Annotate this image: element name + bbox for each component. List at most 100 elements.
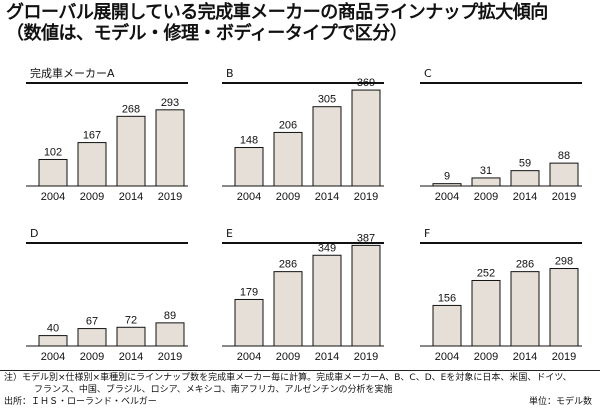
tick-label: 2014: [119, 191, 143, 203]
value-label: 387: [357, 232, 375, 244]
chart-panel: D 40 2004 67 2009 72 2014 89 2019: [26, 218, 188, 363]
chart-svg: D 40 2004 67 2009 72 2014 89 2019: [26, 227, 188, 363]
bar: [471, 279, 501, 347]
value-label: 156: [438, 292, 456, 304]
chart-panel: F 156 2004 252 2009 286 2014 298 2019: [420, 218, 582, 363]
bar: [38, 158, 68, 187]
tick-label: 2009: [474, 351, 498, 363]
bar: [351, 89, 381, 187]
panel-title: F: [424, 227, 430, 240]
tick-label: 2019: [552, 351, 576, 363]
tick-label: 2009: [80, 351, 104, 363]
bar: [77, 328, 107, 347]
notes-divider: [0, 370, 600, 371]
title-line-1: グローバル展開している完成車メーカーの商品ラインナップ拡大傾向: [6, 2, 548, 23]
value-label: 67: [86, 316, 98, 328]
value-label: 9: [444, 171, 450, 183]
tick-label: 2014: [513, 191, 537, 203]
chart-panel: C 9 2004 31 2009 59 2014 88 2019: [420, 58, 582, 203]
panel-title: D: [30, 227, 38, 240]
panel-title: C: [424, 67, 432, 80]
chart-svg: C 9 2004 31 2009 59 2014 88 2019: [420, 67, 582, 203]
bar: [510, 271, 540, 347]
value-label: 293: [161, 97, 179, 109]
value-label: 286: [516, 259, 534, 271]
value-label: 72: [125, 314, 137, 326]
chart-svg: 完成車メーカーA 102 2004 167 2009 268 2014 293 2019: [26, 66, 188, 203]
note-line-1: 注）モデル別×仕様別×車種別にラインナップ数を完成車メーカー毎に計算。完成車メー…: [4, 373, 572, 383]
value-label: 89: [164, 310, 176, 322]
panel-title: 完成車メーカーA: [30, 66, 115, 80]
tick-label: 2019: [552, 191, 576, 203]
value-label: 206: [279, 119, 297, 131]
tick-label: 2014: [315, 191, 339, 203]
bar: [234, 298, 264, 347]
unit-label: 単位：モデル数: [528, 397, 592, 407]
footnotes: 注）モデル別×仕様別×車種別にラインナップ数を完成車メーカー毎に計算。完成車メー…: [4, 372, 596, 408]
value-label: 59: [519, 158, 531, 170]
tick-label: 2004: [41, 191, 65, 203]
tick-label: 2019: [158, 191, 182, 203]
bar: [312, 254, 342, 347]
chart-svg: B 148 2004 206 2009 305 2014 369 2019: [222, 67, 384, 203]
chart-grid: 完成車メーカーA 102 2004 167 2009 268 2014 293 2019 B 14…: [0, 58, 600, 370]
value-label: 252: [477, 267, 495, 279]
bar: [510, 170, 540, 187]
tick-label: 2014: [119, 351, 143, 363]
bar: [116, 115, 146, 187]
bar: [234, 147, 264, 187]
source-line: 出所：ＩＨＳ・ローランド・ベルガー: [4, 397, 157, 407]
bar: [432, 304, 462, 347]
bar: [273, 271, 303, 347]
tick-label: 2009: [474, 191, 498, 203]
bar: [351, 244, 381, 347]
tick-label: 2019: [354, 191, 378, 203]
tick-label: 2004: [435, 191, 459, 203]
value-label: 286: [279, 259, 297, 271]
bar: [471, 177, 501, 187]
value-label: 167: [83, 130, 101, 142]
bar: [116, 326, 146, 347]
bar: [155, 322, 185, 347]
chart-panel: E 179 2004 286 2009 349 2014 387 2019: [222, 218, 384, 363]
bar: [38, 335, 68, 347]
value-label: 148: [240, 135, 258, 147]
bar: [312, 106, 342, 187]
value-label: 268: [122, 103, 140, 115]
value-label: 88: [558, 150, 570, 162]
tick-label: 2009: [276, 191, 300, 203]
bar: [77, 142, 107, 187]
value-label: 349: [318, 242, 336, 254]
tick-label: 2014: [513, 351, 537, 363]
value-label: 179: [240, 286, 258, 298]
chart-panel: 完成車メーカーA 102 2004 167 2009 268 2014 293 2019: [26, 58, 188, 203]
tick-label: 2004: [41, 351, 65, 363]
value-label: 102: [44, 146, 62, 158]
title-line-2: （数値は、モデル・修理・ボディータイプで区分）: [6, 23, 408, 44]
bar: [432, 183, 462, 187]
bar: [273, 131, 303, 187]
tick-label: 2014: [315, 351, 339, 363]
value-label: 369: [357, 77, 375, 89]
tick-label: 2004: [237, 191, 261, 203]
chart-svg: F 156 2004 252 2009 286 2014 298 2019: [420, 227, 582, 363]
bar: [549, 268, 579, 347]
value-label: 31: [480, 165, 492, 177]
tick-label: 2009: [276, 351, 300, 363]
chart-panel: B 148 2004 206 2009 305 2014 369 2019: [222, 58, 384, 203]
tick-label: 2019: [158, 351, 182, 363]
note-line-2: フランス、中国、ブラジル、ロシア、メキシコ、南アフリカ、アルゼンチンの分析を実施: [34, 385, 393, 395]
value-label: 305: [318, 94, 336, 106]
value-label: 298: [555, 256, 573, 268]
tick-label: 2019: [354, 351, 378, 363]
tick-label: 2004: [435, 351, 459, 363]
chart-svg: E 179 2004 286 2009 349 2014 387 2019: [222, 227, 384, 363]
panel-title: E: [226, 227, 233, 240]
tick-label: 2004: [237, 351, 261, 363]
tick-label: 2009: [80, 191, 104, 203]
value-label: 40: [47, 323, 59, 335]
bar: [155, 109, 185, 187]
bar: [549, 162, 579, 187]
panel-title: B: [226, 67, 234, 80]
chart-title: グローバル展開している完成車メーカーの商品ラインナップ拡大傾向 （数値は、モデル…: [6, 2, 596, 44]
